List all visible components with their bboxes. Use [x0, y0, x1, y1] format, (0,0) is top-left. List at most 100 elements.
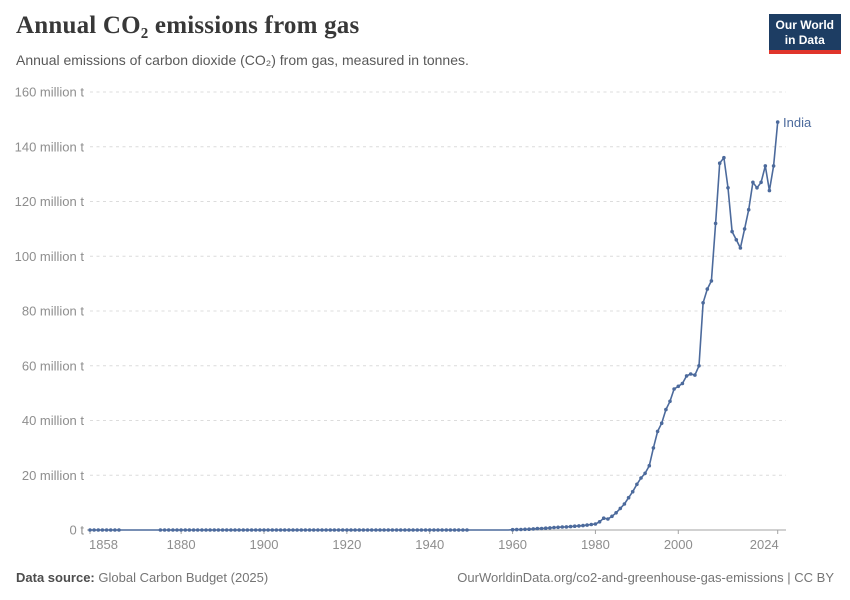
data-point[interactable]: [746, 207, 751, 212]
data-point[interactable]: [676, 384, 681, 389]
data-point[interactable]: [108, 528, 113, 532]
data-point[interactable]: [593, 522, 598, 526]
data-point[interactable]: [701, 301, 705, 305]
data-point[interactable]: [208, 528, 212, 532]
data-point[interactable]: [618, 506, 623, 511]
data-point[interactable]: [722, 155, 726, 160]
data-point[interactable]: [212, 528, 217, 532]
data-point[interactable]: [303, 528, 308, 532]
data-point[interactable]: [195, 528, 200, 532]
data-point[interactable]: [324, 528, 328, 532]
data-point[interactable]: [92, 528, 96, 532]
data-point[interactable]: [88, 528, 92, 532]
data-point[interactable]: [96, 528, 101, 532]
data-point[interactable]: [626, 495, 631, 500]
data-point[interactable]: [572, 524, 577, 528]
data-point[interactable]: [717, 161, 722, 165]
data-point[interactable]: [233, 528, 237, 532]
data-point[interactable]: [419, 528, 424, 532]
data-point[interactable]: [394, 528, 399, 532]
data-point[interactable]: [390, 528, 395, 532]
data-point[interactable]: [510, 527, 515, 532]
data-point[interactable]: [643, 471, 647, 476]
data-point[interactable]: [427, 528, 432, 532]
data-point[interactable]: [113, 528, 117, 532]
data-point[interactable]: [253, 528, 258, 532]
data-point[interactable]: [556, 525, 560, 530]
data-point[interactable]: [328, 528, 333, 532]
data-point[interactable]: [622, 502, 627, 506]
data-point[interactable]: [568, 524, 573, 529]
data-point[interactable]: [200, 528, 204, 532]
data-point[interactable]: [299, 528, 304, 532]
data-point[interactable]: [386, 528, 391, 532]
data-point[interactable]: [229, 528, 233, 532]
data-point[interactable]: [378, 528, 382, 532]
data-point[interactable]: [713, 221, 718, 226]
data-point[interactable]: [175, 528, 179, 532]
data-point[interactable]: [104, 528, 109, 532]
owid-logo[interactable]: Our World in Data: [768, 14, 841, 54]
data-point[interactable]: [295, 528, 299, 532]
data-point[interactable]: [448, 528, 453, 532]
data-point[interactable]: [374, 528, 378, 532]
data-point[interactable]: [258, 528, 262, 532]
data-line-india[interactable]: [90, 122, 779, 531]
data-point[interactable]: [187, 528, 192, 532]
data-point[interactable]: [423, 528, 428, 532]
data-point[interactable]: [738, 246, 743, 250]
data-point[interactable]: [183, 528, 188, 532]
data-point[interactable]: [398, 528, 403, 532]
data-point[interactable]: [726, 186, 730, 190]
data-point[interactable]: [316, 528, 320, 532]
data-point[interactable]: [519, 527, 523, 532]
data-point[interactable]: [589, 522, 594, 527]
data-point[interactable]: [759, 180, 763, 185]
data-point[interactable]: [672, 387, 676, 391]
data-point[interactable]: [709, 279, 714, 283]
data-point[interactable]: [436, 528, 440, 532]
data-point[interactable]: [349, 528, 353, 532]
data-point[interactable]: [585, 523, 589, 527]
data-point[interactable]: [158, 528, 163, 532]
data-point[interactable]: [523, 527, 527, 532]
data-point[interactable]: [606, 517, 610, 521]
data-point[interactable]: [204, 528, 208, 532]
data-point[interactable]: [287, 528, 291, 532]
data-point[interactable]: [415, 528, 420, 532]
data-point[interactable]: [630, 489, 635, 494]
data-point[interactable]: [548, 526, 552, 530]
data-point[interactable]: [771, 164, 776, 168]
data-point[interactable]: [403, 528, 407, 532]
data-point[interactable]: [775, 120, 780, 124]
data-point[interactable]: [291, 528, 295, 532]
data-point[interactable]: [224, 528, 229, 532]
data-point[interactable]: [332, 528, 337, 532]
data-point[interactable]: [639, 476, 643, 480]
data-point[interactable]: [655, 429, 660, 434]
data-point[interactable]: [452, 528, 457, 532]
data-point[interactable]: [353, 528, 357, 532]
data-point[interactable]: [697, 364, 701, 368]
data-point[interactable]: [179, 528, 183, 532]
data-point[interactable]: [320, 528, 324, 532]
data-point[interactable]: [369, 528, 374, 532]
data-point[interactable]: [166, 528, 171, 532]
data-point[interactable]: [635, 482, 639, 487]
data-point[interactable]: [514, 527, 519, 532]
data-point[interactable]: [237, 528, 241, 532]
data-point[interactable]: [465, 528, 469, 532]
data-point[interactable]: [444, 528, 449, 532]
data-point[interactable]: [262, 528, 266, 532]
data-point[interactable]: [100, 528, 105, 532]
data-point[interactable]: [249, 528, 254, 532]
data-point[interactable]: [577, 524, 581, 528]
data-point[interactable]: [361, 528, 366, 532]
data-point[interactable]: [664, 407, 668, 412]
data-point[interactable]: [531, 527, 536, 531]
attribution-link[interactable]: OurWorldinData.org/co2-and-greenhouse-ga…: [457, 570, 834, 585]
data-point[interactable]: [216, 528, 221, 532]
data-point[interactable]: [266, 528, 270, 532]
